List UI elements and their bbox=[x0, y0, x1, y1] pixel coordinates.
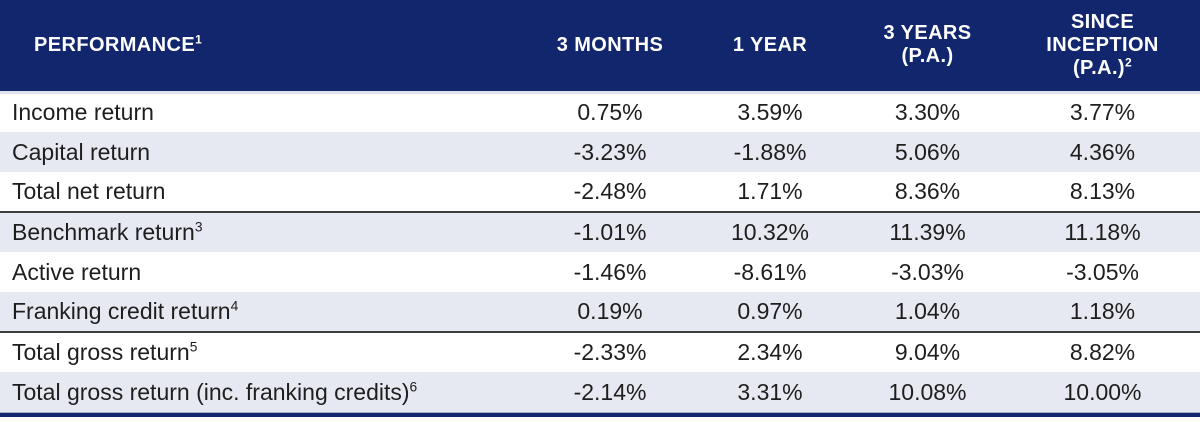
value-cell: -2.14% bbox=[573, 378, 647, 405]
header-row: PERFORMANCE1 3 MONTHS 1 YEAR 3 YEARS (P.… bbox=[0, 0, 1200, 94]
value-cell: 2.34% bbox=[737, 339, 803, 365]
value-cell: 1.18% bbox=[1069, 298, 1136, 324]
header-footnote-marker: 1 bbox=[195, 32, 203, 47]
row-label: Total net return bbox=[0, 172, 530, 212]
value-cell: 11.18% bbox=[1064, 219, 1141, 245]
bottom-border-bar bbox=[0, 412, 1200, 417]
value-cell: 8.82% bbox=[1069, 339, 1136, 365]
col-header-1-year: 1 YEAR bbox=[690, 0, 850, 94]
row-label: Franking credit return4 bbox=[0, 292, 530, 332]
row-label-text: Active return bbox=[12, 258, 142, 285]
footnote-marker: 6 bbox=[409, 378, 418, 394]
row-label-text: Total gross return bbox=[12, 339, 190, 365]
value-cell: 5.06% bbox=[894, 138, 961, 165]
footnote-marker: 5 bbox=[189, 339, 198, 355]
value-cell: 4.36% bbox=[1069, 138, 1136, 165]
table-row: Total gross return (inc. franking credit… bbox=[0, 372, 1200, 412]
value-cell: 10.32% bbox=[730, 219, 809, 245]
row-label-text: Total gross return (inc. franking credit… bbox=[12, 378, 410, 405]
value-cell: 8.13% bbox=[1069, 178, 1136, 204]
col-header-since-inception: SINCE INCEPTION (P.A.)2 bbox=[1005, 0, 1200, 94]
table-row: Benchmark return3 -1.01% 10.32% 11.39% 11.18… bbox=[0, 212, 1200, 252]
value-cell: -3.05% bbox=[1066, 258, 1139, 285]
value-cell: 0.19% bbox=[577, 298, 643, 324]
row-label: Total gross return5 bbox=[0, 332, 530, 372]
value-cell: 10.00% bbox=[1063, 378, 1142, 405]
value-cell: 8.36% bbox=[894, 178, 961, 204]
value-cell: 3.31% bbox=[737, 378, 803, 405]
value-cell: 9.04% bbox=[894, 339, 961, 365]
value-cell: -2.48% bbox=[573, 178, 647, 204]
table-row: Total net return -2.48% 1.71% 8.36% 8.13% bbox=[0, 172, 1200, 212]
table-row: Total gross return5 -2.33% 2.34% 9.04% 8.82% bbox=[0, 332, 1200, 372]
table-row: Capital return -3.23% -1.88% 5.06% 4.36% bbox=[0, 132, 1200, 172]
value-cell: -1.46% bbox=[573, 258, 647, 285]
col-header-3-years-pa: 3 YEARS (P.A.) bbox=[850, 0, 1005, 94]
value-cell: -1.88% bbox=[733, 138, 807, 165]
value-cell: -1.01% bbox=[573, 219, 647, 245]
value-cell: 1.71% bbox=[737, 178, 803, 204]
header-label: 1 YEAR bbox=[732, 33, 808, 56]
row-label: Benchmark return3 bbox=[0, 212, 530, 252]
table-row: Active return -1.46% -8.61% -3.03% -3.05% bbox=[0, 252, 1200, 292]
row-label: Active return bbox=[0, 252, 530, 292]
performance-table: PERFORMANCE1 3 MONTHS 1 YEAR 3 YEARS (P.… bbox=[0, 0, 1200, 412]
value-cell: 10.08% bbox=[888, 378, 967, 405]
header-label: PERFORMANCE bbox=[34, 33, 196, 56]
col-header-3-months: 3 MONTHS bbox=[530, 0, 690, 94]
row-label: Capital return bbox=[0, 132, 530, 172]
header-footnote-marker: 2 bbox=[1124, 55, 1133, 70]
row-label-text: Income return bbox=[12, 99, 154, 126]
row-label-text: Franking credit return bbox=[12, 298, 231, 324]
footnote-marker: 4 bbox=[230, 298, 239, 314]
value-cell: -2.33% bbox=[573, 339, 647, 365]
value-cell: -8.61% bbox=[733, 258, 807, 285]
value-cell: -3.03% bbox=[891, 258, 964, 285]
value-cell: 3.77% bbox=[1069, 99, 1136, 126]
table-header: PERFORMANCE1 3 MONTHS 1 YEAR 3 YEARS (P.… bbox=[0, 0, 1200, 94]
header-label: 3 YEARS (P.A.) bbox=[883, 22, 972, 68]
header-label: 3 MONTHS bbox=[556, 33, 664, 56]
row-label: Total gross return (inc. franking credit… bbox=[0, 372, 530, 412]
value-cell: 0.75% bbox=[577, 99, 643, 126]
row-label-text: Benchmark return bbox=[12, 219, 195, 245]
col-header-performance: PERFORMANCE1 bbox=[0, 0, 530, 94]
table-row: Franking credit return4 0.19% 0.97% 1.04% 1.… bbox=[0, 292, 1200, 332]
footnote-marker: 3 bbox=[194, 219, 203, 235]
header-label: SINCE INCEPTION (P.A.) bbox=[1046, 10, 1159, 79]
table-body: Income return 0.75% 3.59% 3.30% 3.77% Capital… bbox=[0, 92, 1200, 412]
value-cell: 3.59% bbox=[737, 99, 803, 126]
row-label: Income return bbox=[0, 92, 530, 132]
row-label-text: Capital return bbox=[12, 138, 151, 165]
value-cell: 3.30% bbox=[894, 99, 961, 126]
row-label-text: Total net return bbox=[12, 178, 166, 204]
value-cell: -3.23% bbox=[573, 138, 647, 165]
value-cell: 11.39% bbox=[889, 219, 966, 245]
value-cell: 1.04% bbox=[894, 298, 961, 324]
table-row: Income return 0.75% 3.59% 3.30% 3.77% bbox=[0, 92, 1200, 132]
value-cell: 0.97% bbox=[737, 298, 803, 324]
